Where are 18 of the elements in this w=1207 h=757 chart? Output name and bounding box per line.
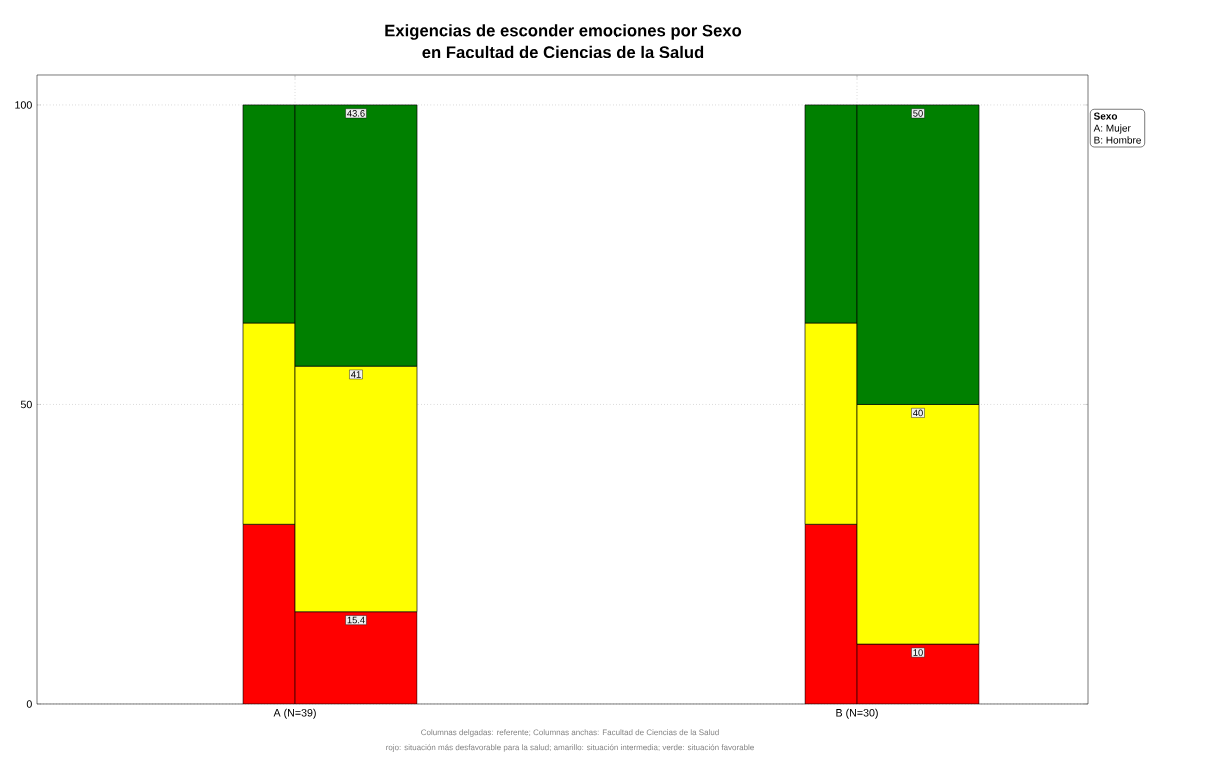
data-label: 41 bbox=[351, 371, 361, 378]
text: Columnas delgadas: referente; Columnas anchas: Facultad de Ciencias de la Salud bbox=[421, 729, 719, 737]
y-tick-label: 100 bbox=[15, 101, 32, 109]
y-tick-label: 0 bbox=[26, 700, 32, 708]
x-tick-label: B (N=30) bbox=[836, 708, 878, 719]
data-label: 10 bbox=[913, 649, 923, 656]
data-label: 15.4 bbox=[347, 616, 365, 624]
chart-subtitle: en Facultad de Ciencias de la Salud bbox=[422, 45, 704, 59]
data-label: 40 bbox=[913, 409, 923, 417]
text: rojo: situación más desfavorable para la salud; amarillo: situación intermedia; verde: situación favorable bbox=[386, 744, 754, 752]
data-label: 50 bbox=[913, 110, 923, 117]
chart-title: Exigencias de esconder emociones por Sexo bbox=[385, 24, 742, 40]
y-tick-label: 50 bbox=[20, 400, 32, 409]
x-tick-label: A (N=39) bbox=[273, 708, 316, 719]
text: B: Hombre bbox=[1094, 136, 1141, 144]
data-label: 43.6 bbox=[347, 110, 365, 117]
legend-title: Sexo bbox=[1093, 112, 1118, 120]
text: A: Mujer bbox=[1093, 124, 1131, 134]
